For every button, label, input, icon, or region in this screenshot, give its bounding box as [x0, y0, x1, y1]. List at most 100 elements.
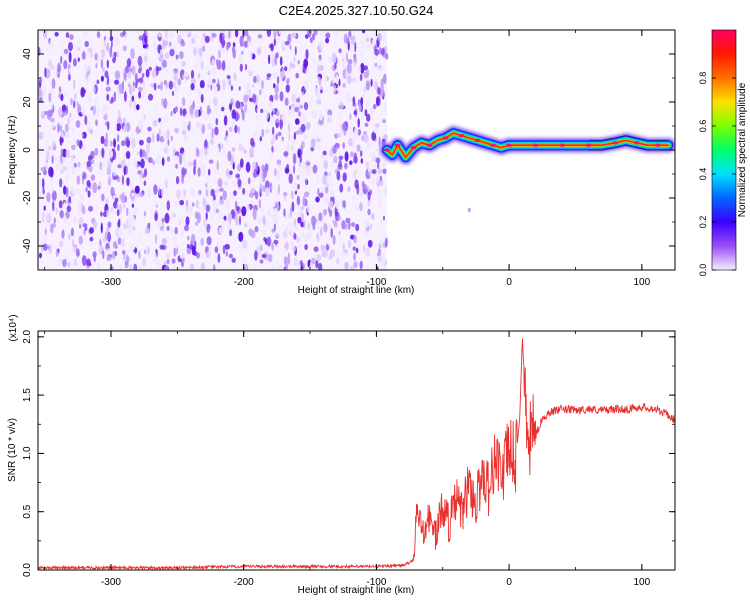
- noise-blob: [267, 253, 273, 263]
- noise-blob: [186, 243, 190, 249]
- noise-blob: [138, 86, 143, 92]
- noise-blob: [291, 201, 295, 212]
- noise-blob: [303, 133, 308, 140]
- noise-blob: [318, 262, 323, 270]
- noise-blob: [172, 235, 178, 245]
- noise-blob: [139, 139, 144, 146]
- noise-blob: [110, 150, 113, 159]
- noise-blob: [353, 61, 356, 67]
- noise-blob: [48, 92, 52, 103]
- noise-blob: [126, 177, 130, 187]
- noise-blob: [330, 249, 335, 258]
- noise-blob: [101, 193, 105, 202]
- noise-blob: [166, 156, 171, 162]
- noise-blob: [93, 220, 97, 229]
- noise-blob: [342, 82, 346, 88]
- noise-blob: [174, 127, 179, 134]
- noise-blob: [103, 152, 107, 162]
- noise-blob: [171, 90, 175, 97]
- noise-blob: [274, 84, 280, 94]
- noise-blob: [279, 56, 283, 66]
- noise-blob: [89, 48, 94, 59]
- noise-blob: [153, 184, 158, 195]
- noise-blob: [338, 230, 341, 236]
- noise-blob: [118, 263, 122, 270]
- noise-blob: [77, 46, 80, 52]
- noise-blob: [278, 265, 282, 270]
- noise-blob: [79, 193, 85, 201]
- noise-blob: [75, 120, 81, 128]
- noise-blob: [73, 215, 77, 226]
- noise-blob: [377, 168, 383, 175]
- noise-blob: [161, 157, 165, 167]
- noise-blob: [110, 40, 113, 48]
- noise-blob: [241, 206, 247, 217]
- noise-blob: [180, 163, 183, 169]
- noise-blob: [330, 79, 335, 85]
- noise-blob: [189, 263, 194, 269]
- noise-blob: [300, 265, 303, 270]
- noise-blob: [284, 193, 287, 201]
- noise-blob: [172, 162, 176, 169]
- noise-blob: [336, 257, 340, 265]
- noise-blob: [190, 188, 195, 197]
- noise-blob: [305, 69, 308, 75]
- noise-blob: [200, 151, 204, 160]
- noise-blob: [251, 167, 254, 174]
- noise-blob: [52, 141, 56, 148]
- noise-blob: [306, 30, 312, 37]
- noise-blob: [250, 199, 255, 205]
- noise-blob: [285, 84, 290, 93]
- noise-blob: [273, 207, 278, 216]
- noise-blob: [152, 132, 155, 143]
- noise-blob: [103, 36, 106, 41]
- noise-blob: [184, 114, 189, 118]
- y-tick-label: 1.5: [22, 388, 33, 402]
- noise-blob: [141, 149, 146, 158]
- noise-blob: [346, 37, 350, 44]
- noise-blob: [335, 30, 338, 35]
- noise-blob: [264, 108, 270, 120]
- x-tick-label: 100: [633, 277, 650, 288]
- signal-peak: [426, 143, 433, 147]
- noise-blob: [175, 54, 179, 60]
- noise-blob: [77, 104, 82, 115]
- noise-blob: [339, 101, 344, 110]
- noise-blob: [126, 58, 132, 68]
- noise-blob: [198, 56, 202, 64]
- noise-blob: [121, 140, 126, 147]
- noise-blob: [129, 85, 133, 95]
- noise-blob: [69, 112, 72, 119]
- noise-blob: [180, 30, 186, 34]
- noise-blob: [320, 30, 325, 38]
- noise-blob: [247, 40, 250, 51]
- noise-blob: [271, 126, 275, 135]
- noise-blob: [359, 73, 363, 82]
- noise-blob: [230, 210, 236, 220]
- noise-blob: [379, 200, 382, 209]
- noise-blob: [84, 40, 89, 48]
- signal-edge: [588, 145, 669, 151]
- noise-blob: [191, 245, 196, 256]
- noise-blob: [234, 124, 238, 134]
- noise-blob: [129, 100, 133, 109]
- noise-blob: [100, 75, 104, 82]
- noise-blob: [232, 147, 236, 152]
- noise-blob: [214, 246, 219, 253]
- noise-blob: [385, 53, 389, 60]
- noise-blob: [318, 40, 324, 50]
- noise-blob: [159, 49, 163, 55]
- noise-blob: [223, 115, 228, 126]
- noise-blob: [279, 120, 283, 131]
- noise-blob: [353, 126, 359, 138]
- noise-blob: [352, 96, 356, 105]
- noise-blob: [367, 200, 371, 207]
- y-tick-label: 0.0: [22, 563, 33, 577]
- noise-blob: [131, 251, 136, 256]
- noise-blob: [197, 47, 203, 56]
- signal-peak: [506, 143, 513, 147]
- noise-blob: [78, 200, 82, 212]
- noise-blob: [175, 176, 180, 185]
- noise-blob: [252, 83, 255, 88]
- noise-blob: [380, 254, 383, 259]
